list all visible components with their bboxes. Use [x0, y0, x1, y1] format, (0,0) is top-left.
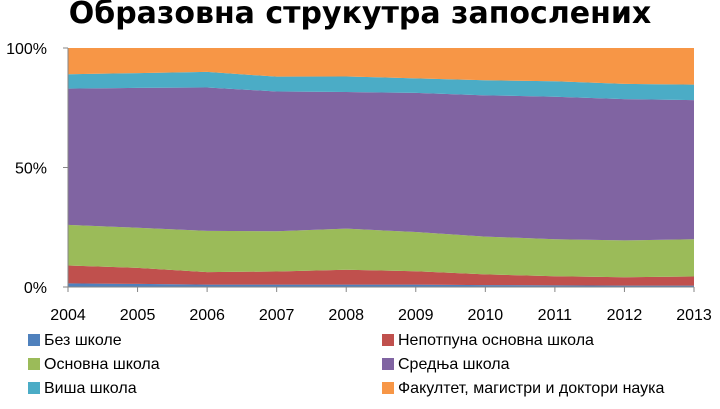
x-tick-labels: 2004 2005 2006 2007 2008 2009 2010 2011 2012 2013 — [50, 307, 712, 324]
x-tick-label: 2013 — [676, 307, 712, 324]
y-tick-label: 100% — [6, 41, 47, 58]
y-tick-label: 50% — [15, 161, 47, 178]
x-tick-label: 2010 — [468, 307, 504, 324]
area-series-5 — [68, 48, 694, 85]
x-tick-label: 2009 — [398, 307, 434, 324]
chart-axes — [63, 47, 695, 292]
x-tick-label: 2004 — [50, 307, 86, 324]
area-series-3 — [68, 87, 694, 241]
area-series-group — [68, 48, 694, 287]
area-series-2 — [68, 224, 694, 278]
y-tick-label: 0% — [24, 280, 47, 297]
x-tick-label: 2006 — [189, 307, 225, 324]
area-series-0 — [68, 283, 694, 287]
area-series-1 — [68, 265, 694, 286]
y-tick-labels: 0% 50% 100% — [6, 41, 47, 297]
x-tick-label: 2012 — [607, 307, 643, 324]
x-tick-label: 2008 — [328, 307, 364, 324]
x-tick-label: 2011 — [538, 307, 573, 324]
x-tick-label: 2007 — [259, 307, 295, 324]
area-series-4 — [68, 71, 694, 101]
chart-title: Образовна струкутра запослених — [68, 0, 652, 31]
x-tick-label: 2005 — [120, 307, 156, 324]
